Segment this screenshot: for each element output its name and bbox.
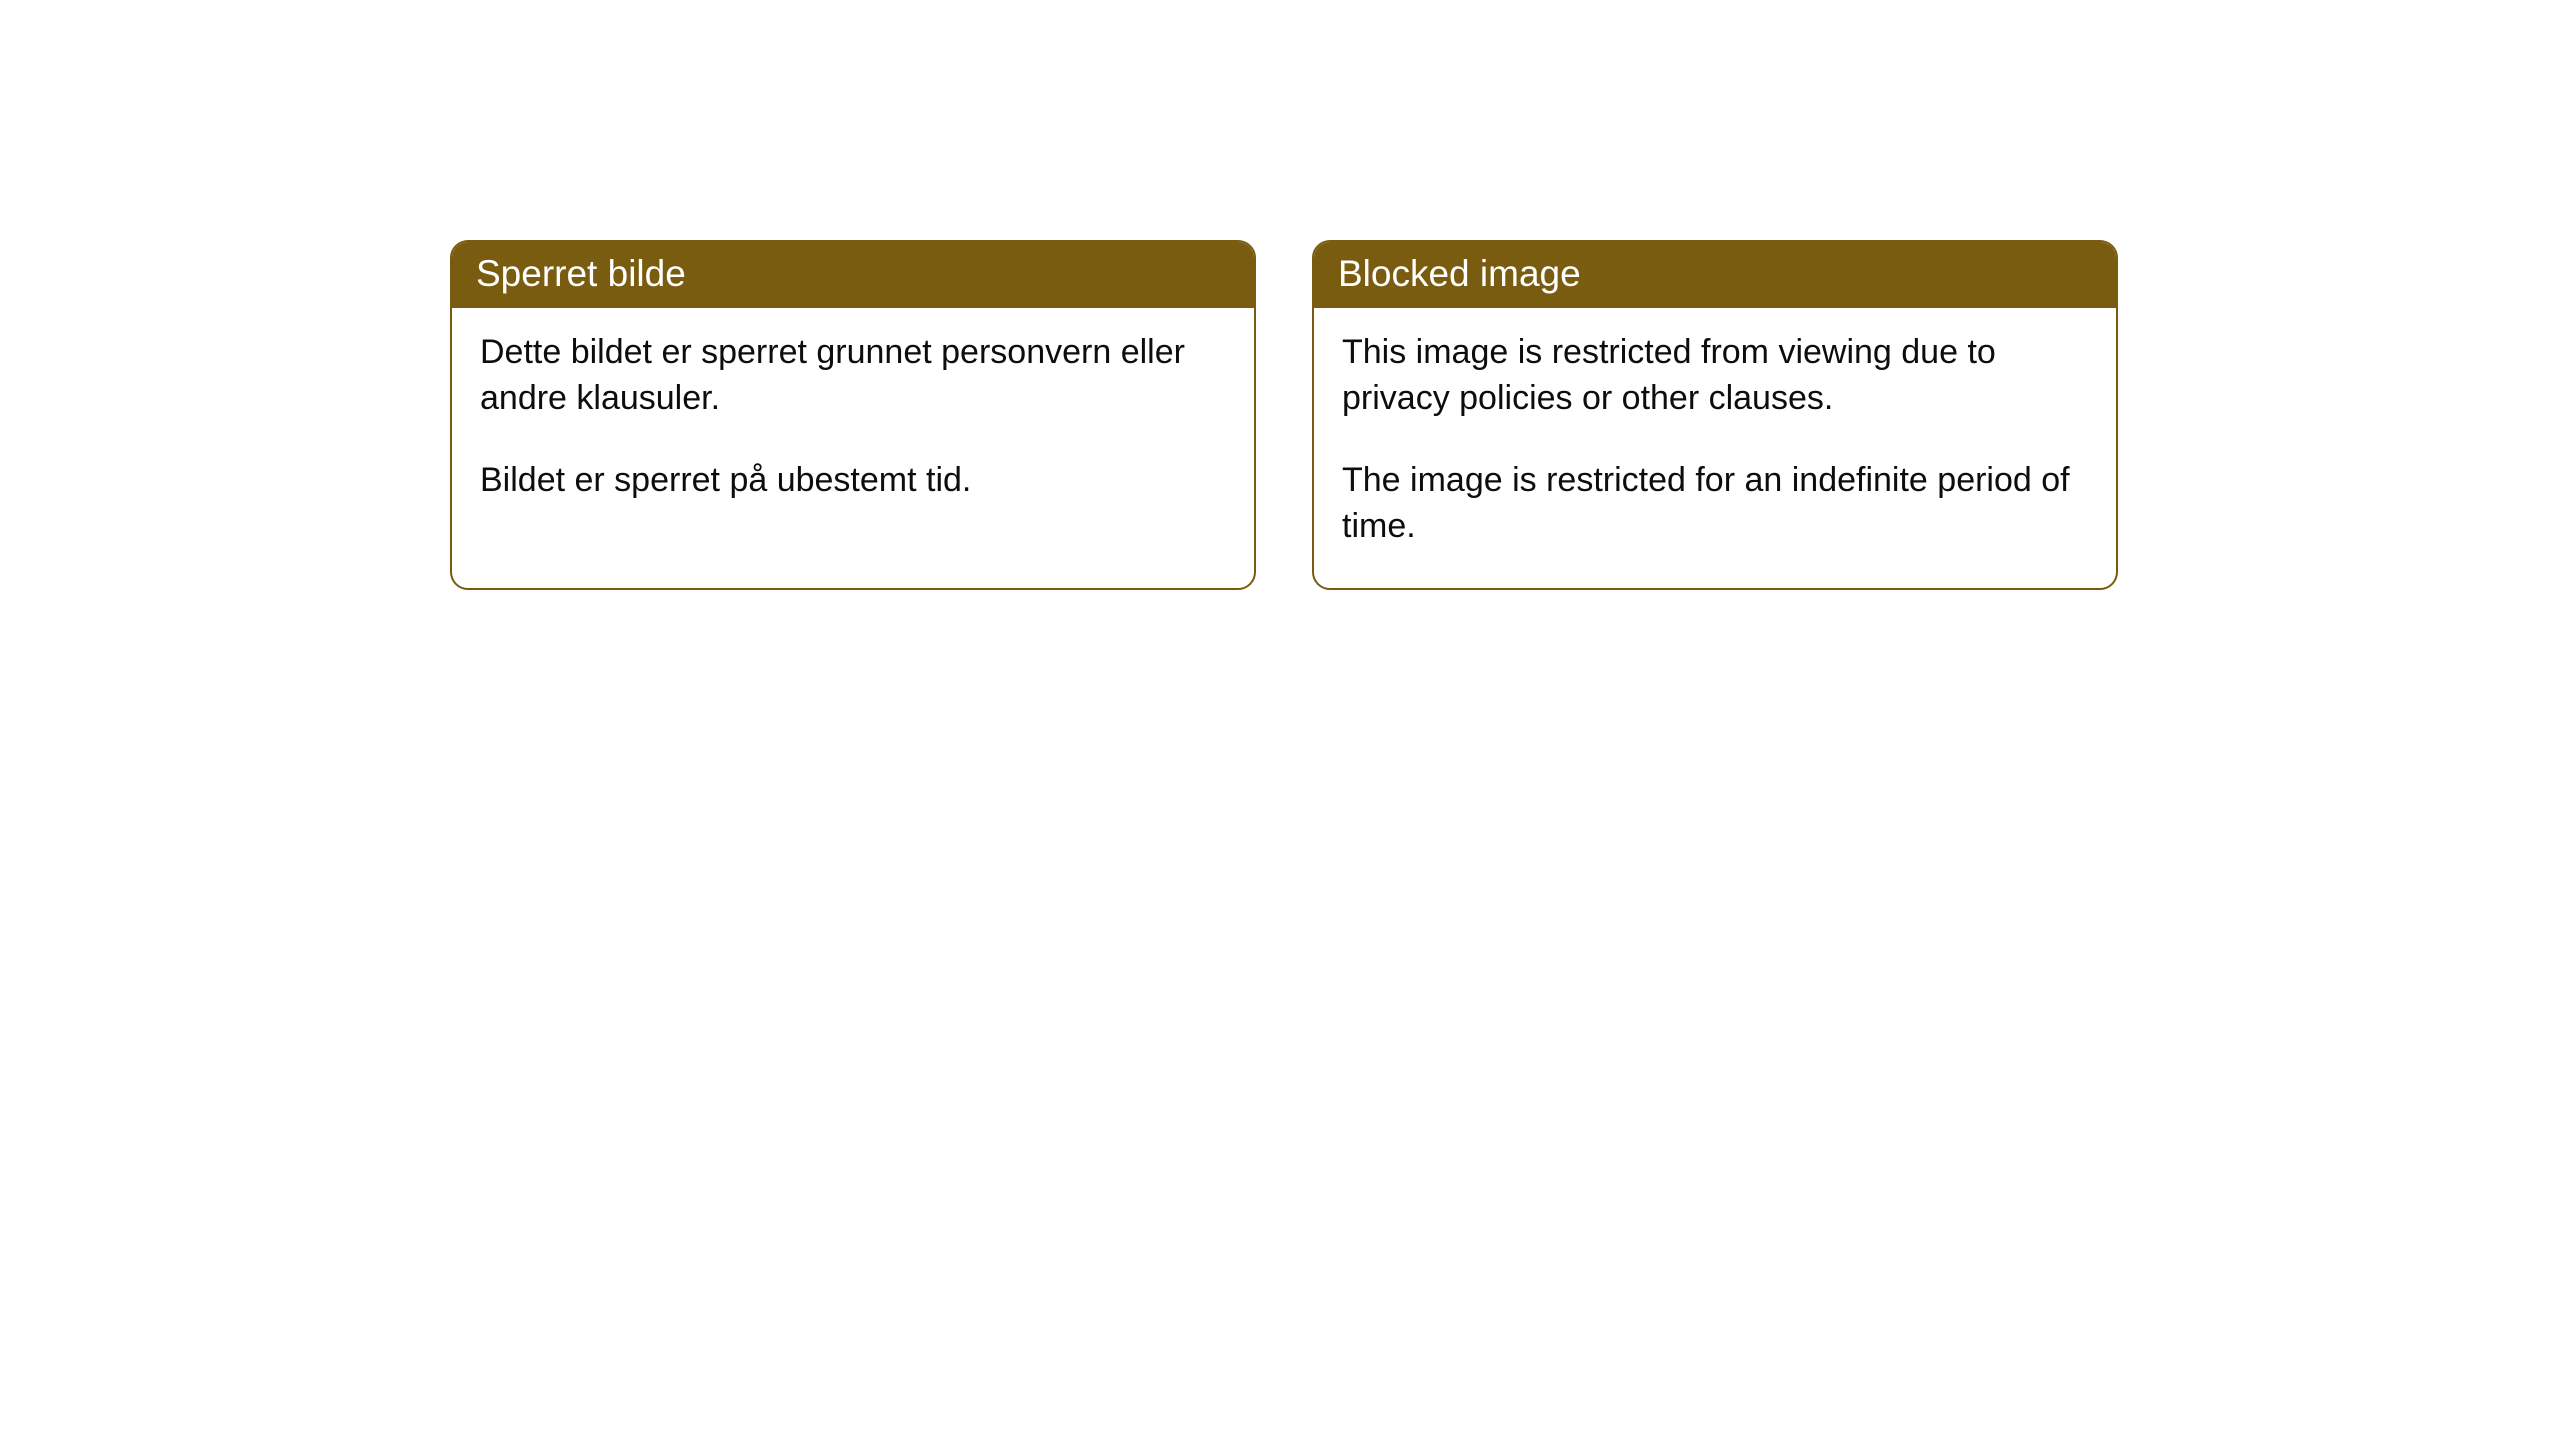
notice-cards-container: Sperret bilde Dette bildet er sperret gr…: [0, 0, 2560, 590]
card-title-english: Blocked image: [1314, 242, 2116, 308]
card-text-norwegian-line1: Dette bildet er sperret grunnet personve…: [480, 330, 1226, 422]
card-title-norwegian: Sperret bilde: [452, 242, 1254, 308]
card-body-norwegian: Dette bildet er sperret grunnet personve…: [452, 308, 1254, 542]
card-text-norwegian-line2: Bildet er sperret på ubestemt tid.: [480, 458, 1226, 504]
card-text-english-line2: The image is restricted for an indefinit…: [1342, 458, 2088, 550]
blocked-image-card-english: Blocked image This image is restricted f…: [1312, 240, 2118, 590]
card-body-english: This image is restricted from viewing du…: [1314, 308, 2116, 588]
card-text-english-line1: This image is restricted from viewing du…: [1342, 330, 2088, 422]
blocked-image-card-norwegian: Sperret bilde Dette bildet er sperret gr…: [450, 240, 1256, 590]
